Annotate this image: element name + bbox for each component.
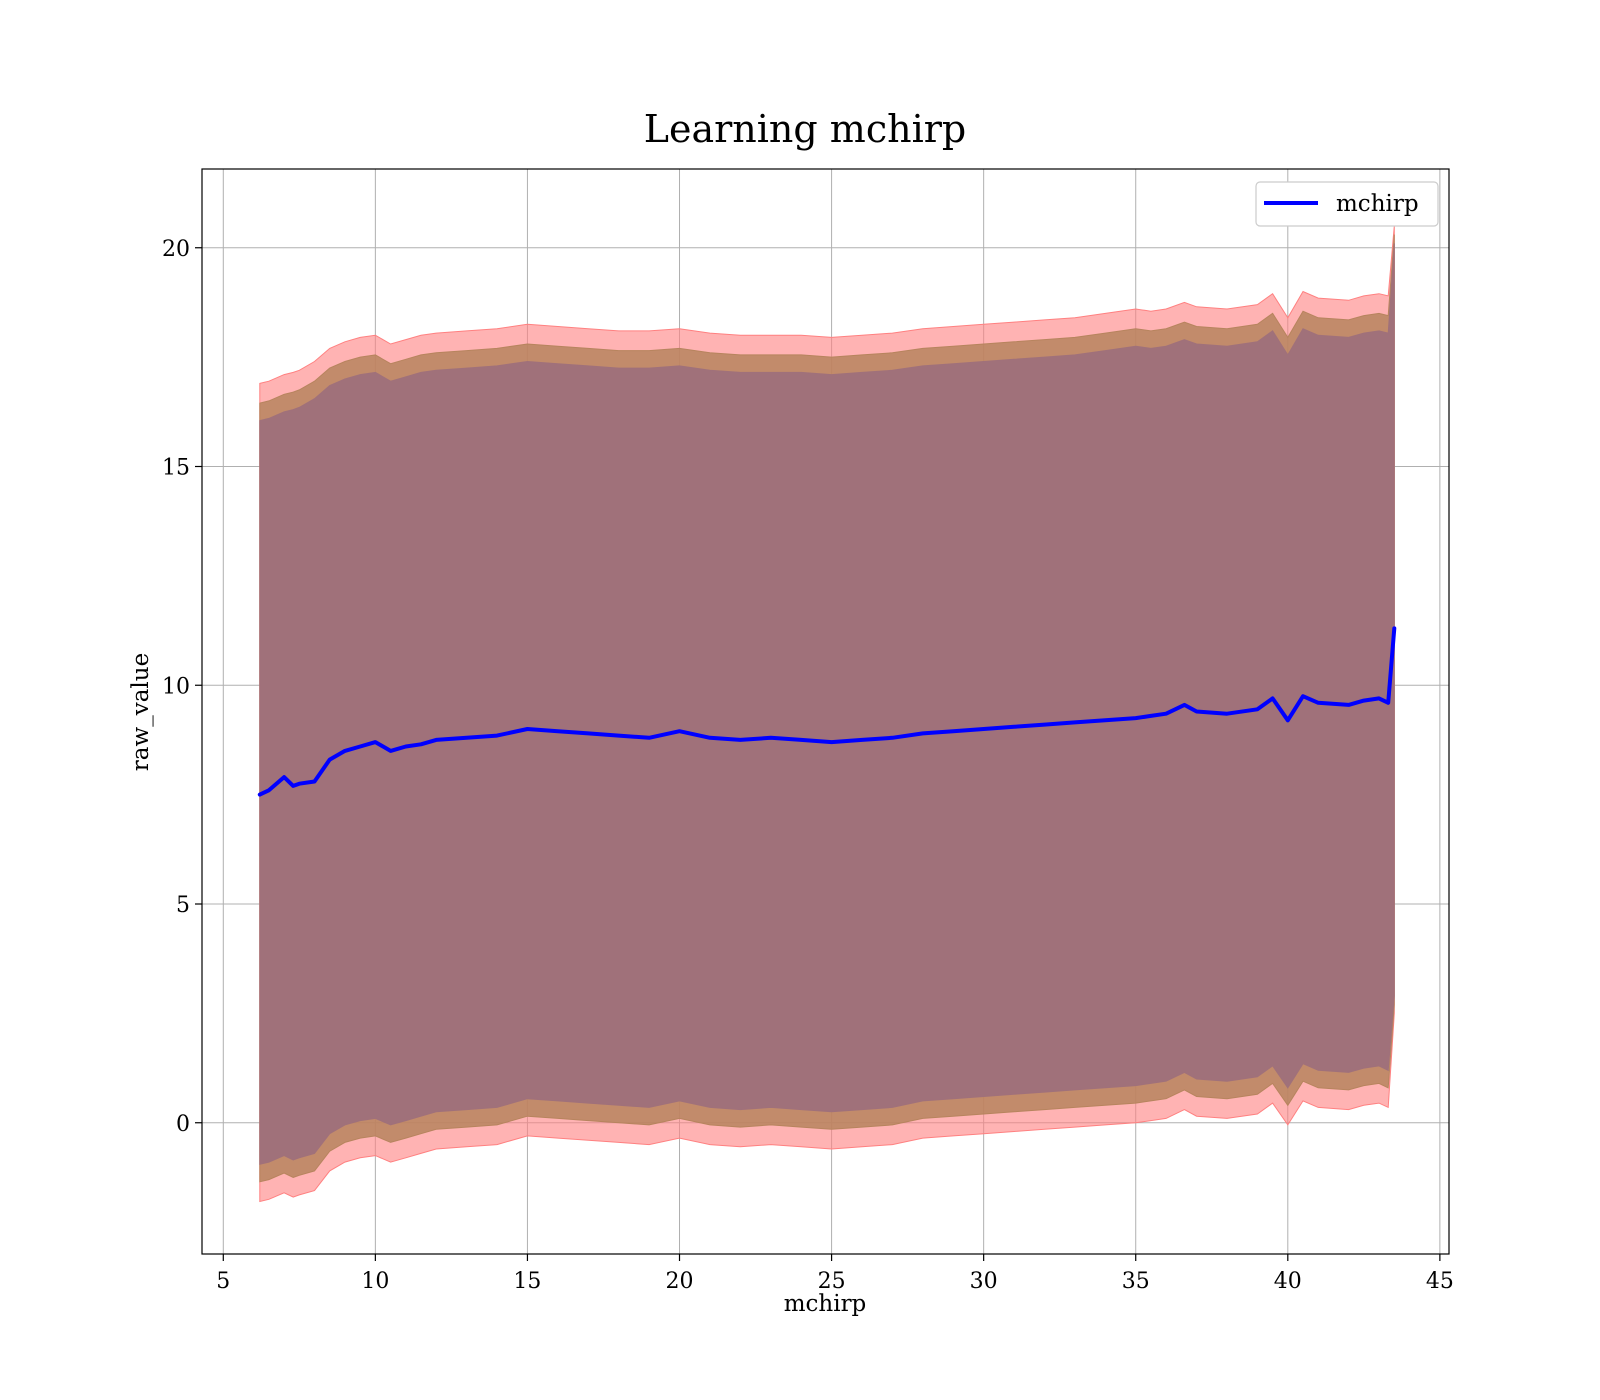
x-tick-label: 20: [666, 1269, 694, 1294]
band-3: [259, 243, 1395, 1165]
x-tick-label: 10: [361, 1269, 389, 1294]
series-lines: [257, 626, 1397, 797]
series-line-mchirp: [257, 626, 1397, 797]
x-tick-label: 45: [1426, 1269, 1454, 1294]
plot-frame: [201, 168, 1450, 1255]
legend-label: mchirp: [1336, 191, 1419, 217]
x-axis-label: mchirp: [784, 1291, 867, 1317]
y-tick-label: 0: [176, 1112, 190, 1137]
x-tick-label: 25: [818, 1269, 846, 1294]
y-tick-label: 15: [162, 456, 190, 481]
legend-box: [1255, 181, 1439, 227]
x-ticks: 5 10 15 20 25 30 35 40 45: [216, 1254, 1454, 1294]
y-tick-label: 10: [162, 674, 190, 699]
x-tick-label: 40: [1274, 1269, 1302, 1294]
x-tick-label: 30: [970, 1269, 998, 1294]
bands: [259, 225, 1395, 1203]
y-axis-label: raw_value: [128, 653, 154, 771]
y-ticks: 0 5 10 15 20: [162, 237, 202, 1137]
chart-title: Learning mchirp: [644, 107, 966, 151]
y-tick-label: 20: [162, 237, 190, 262]
x-tick-label: 35: [1122, 1269, 1150, 1294]
x-tick-label: 15: [513, 1269, 541, 1294]
legend: mchirp: [1255, 181, 1439, 227]
y-tick-label: 5: [176, 893, 190, 918]
x-tick-label: 5: [216, 1269, 230, 1294]
